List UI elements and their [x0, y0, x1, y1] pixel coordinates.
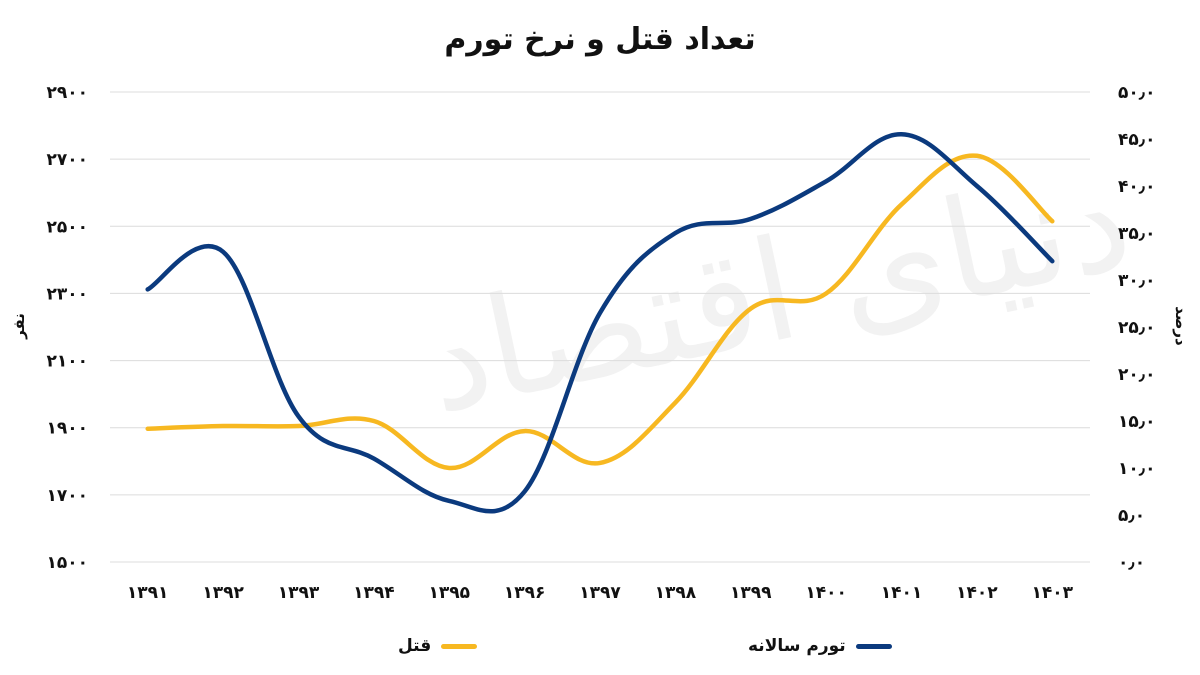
right-tick-label: ۵٫۰: [1118, 506, 1145, 526]
right-tick-label: ۱۵٫۰: [1118, 412, 1155, 432]
series-line-murder: [145, 153, 1055, 471]
legend-label-murder: قتل: [398, 636, 432, 656]
right-tick-label: ۳۵٫۰: [1118, 224, 1155, 244]
legend-swatch-murder: [441, 643, 478, 649]
right-tick-label: ۲۰٫۰: [1118, 365, 1155, 385]
x-tick-label: ۱۴۰۲: [956, 583, 998, 603]
right-tick-label: ۵۰٫۰: [1118, 83, 1155, 103]
x-tick-label: ۱۳۹۷: [579, 583, 621, 603]
left-tick-label: ۱۷۰۰: [46, 486, 88, 506]
legend-label-inflation: تورم سالانه: [748, 636, 846, 656]
legend-swatch-inflation: [855, 643, 892, 649]
series-line-inflation: [145, 132, 1055, 514]
right-axis-ticks: ۰٫۰ ۵٫۰ ۱۰٫۰ ۱۵٫۰ ۲۰٫۰ ۲۵٫۰ ۳۰٫۰ ۳۵٫۰ ۴۰٫۰ ۴۵٫۰ ۵۰…: [1118, 83, 1155, 573]
right-tick-label: ۱۰٫۰: [1118, 459, 1155, 479]
left-tick-label: ۲۳۰۰: [46, 284, 88, 304]
x-axis-ticks: ۱۳۹۱ ۱۳۹۲ ۱۳۹۳ ۱۳۹۴ ۱۳۹۵ ۱۳۹۶ ۱۳۹۷ ۱۳۹۸ ۱۳۹۹ ۱۴۰۰…: [127, 583, 1074, 603]
x-tick-label: ۱۳۹۶: [504, 583, 546, 603]
legend-item-murder: قتل: [398, 636, 478, 656]
right-tick-label: ۴۰٫۰: [1118, 177, 1155, 197]
left-tick-label: ۲۷۰۰: [46, 150, 88, 170]
gridlines: [110, 91, 1090, 563]
x-tick-label: ۱۳۹۵: [428, 583, 470, 603]
chart-title: تعداد قتل و نرخ تورم: [444, 22, 756, 57]
right-tick-label: ۴۵٫۰: [1118, 130, 1155, 150]
right-tick-label: ۳۰٫۰: [1118, 271, 1155, 291]
left-tick-label: ۲۹۰۰: [46, 83, 88, 103]
x-tick-label: ۱۴۰۰: [805, 583, 847, 603]
left-axis-ticks: ۱۵۰۰ ۱۷۰۰ ۱۹۰۰ ۲۱۰۰ ۲۳۰۰ ۲۵۰۰ ۲۷۰۰ ۲۹۰۰: [46, 83, 88, 573]
x-tick-label: ۱۴۰۱: [881, 583, 923, 603]
right-tick-label: ۲۵٫۰: [1118, 318, 1155, 338]
x-tick-label: ۱۴۰۳: [1032, 583, 1074, 603]
x-tick-label: ۱۳۹۸: [655, 583, 697, 603]
x-tick-label: ۱۳۹۲: [202, 583, 244, 603]
left-tick-label: ۱۹۰۰: [46, 419, 88, 439]
right-axis-label: درصد: [1172, 306, 1190, 346]
x-tick-label: ۱۳۹۳: [278, 583, 320, 603]
right-tick-label: ۰٫۰: [1118, 553, 1145, 573]
legend-item-inflation: تورم سالانه: [748, 636, 892, 656]
left-axis-label: نفر: [10, 313, 28, 340]
series-lines: [145, 132, 1055, 514]
x-tick-label: ۱۳۹۴: [353, 583, 395, 603]
left-tick-label: ۲۵۰۰: [46, 217, 88, 237]
left-tick-label: ۱۵۰۰: [46, 553, 88, 573]
x-tick-label: ۱۳۹۱: [127, 583, 169, 603]
left-tick-label: ۲۱۰۰: [46, 352, 88, 372]
x-tick-label: ۱۳۹۹: [730, 583, 772, 603]
